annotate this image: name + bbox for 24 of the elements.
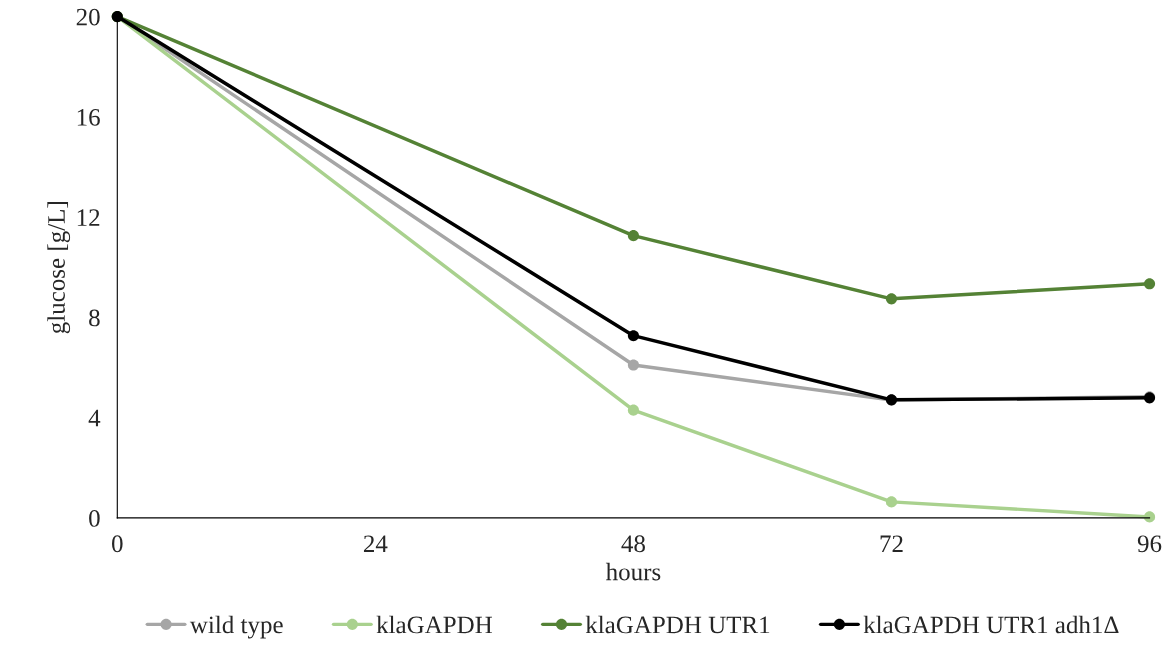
legend-label: klaGAPDH UTR1 [585, 615, 770, 634]
y-tick-label: 16 [77, 108, 100, 126]
legend-label: klaGAPDH [376, 615, 493, 634]
point [627, 330, 639, 342]
point [885, 293, 898, 305]
x-axis-title: hours [605, 562, 661, 581]
point [627, 230, 639, 242]
x-tick-label: 96 [1137, 535, 1162, 553]
x-tick-label: 72 [880, 535, 903, 552]
y-tick-label: 20 [76, 8, 100, 26]
legend-label: klaGAPDH UTR1 adh1Δ [863, 615, 1119, 634]
point [627, 359, 639, 371]
x-tick-label: 24 [363, 535, 388, 552]
y-tick-label: 8 [89, 309, 100, 327]
legend-label: wild type [189, 615, 283, 639]
y-tick-label: 4 [88, 409, 101, 427]
x-tick-label: 0 [112, 535, 123, 553]
point [885, 496, 898, 508]
y-axis-title: glucose [g/L] [47, 202, 71, 334]
y-tick-label: 12 [77, 209, 100, 226]
point [627, 404, 639, 416]
x-tick-label: 48 [621, 535, 645, 553]
y-tick-label: 0 [89, 509, 100, 527]
point [1143, 278, 1156, 290]
